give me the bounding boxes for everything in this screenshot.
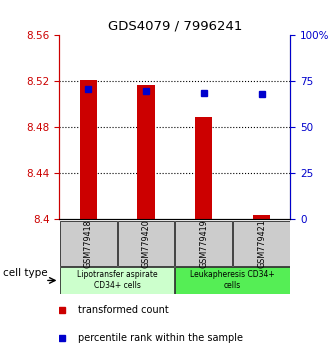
Text: GSM779421: GSM779421: [257, 219, 266, 268]
Bar: [118, 221, 174, 266]
Bar: [233, 221, 290, 266]
Bar: [195, 117, 213, 219]
Text: Leukapheresis CD34+
cells: Leukapheresis CD34+ cells: [190, 270, 275, 291]
Bar: [137, 85, 155, 219]
Text: GSM779420: GSM779420: [142, 219, 150, 268]
Text: GSM779418: GSM779418: [84, 219, 93, 268]
Bar: [60, 221, 116, 266]
Text: transformed count: transformed count: [78, 305, 169, 315]
Bar: [253, 215, 270, 219]
Bar: [176, 267, 290, 294]
Text: Lipotransfer aspirate
CD34+ cells: Lipotransfer aspirate CD34+ cells: [77, 270, 157, 291]
Bar: [176, 221, 232, 266]
Text: percentile rank within the sample: percentile rank within the sample: [78, 333, 243, 343]
Bar: [60, 267, 174, 294]
Title: GDS4079 / 7996241: GDS4079 / 7996241: [108, 20, 242, 33]
Text: GSM779419: GSM779419: [199, 219, 208, 268]
Text: cell type: cell type: [3, 268, 48, 278]
Bar: [80, 80, 97, 219]
